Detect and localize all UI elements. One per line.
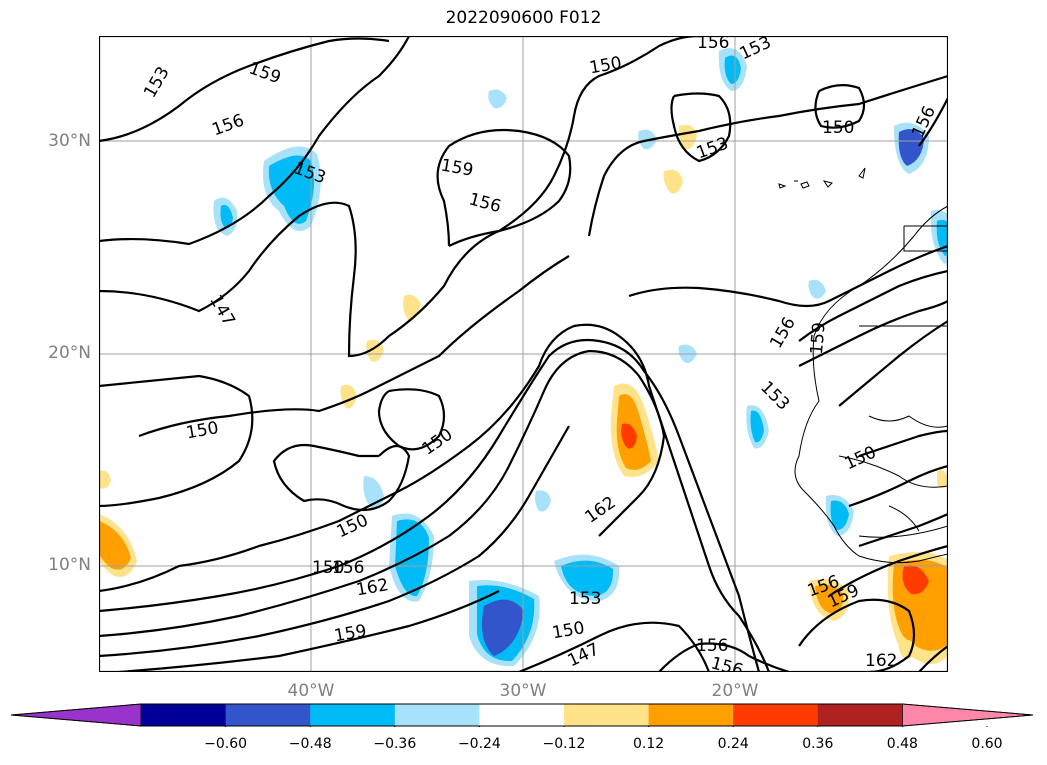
- colorbar-outline: [10, 703, 1034, 727]
- contour-label: 153: [737, 36, 775, 64]
- contour-label: 150: [334, 510, 372, 542]
- contour-label: 153: [140, 63, 174, 101]
- colorbar-segment: [648, 704, 734, 726]
- contour-label: 159: [807, 321, 830, 355]
- coastlines: [778, 167, 948, 564]
- contour-label: 159: [439, 156, 474, 181]
- contour-label: 150: [822, 118, 854, 138]
- lon-label-30w: 30°W: [499, 681, 547, 701]
- colorbar-segment: [141, 704, 227, 726]
- contour-label: 156: [467, 189, 504, 217]
- contour-label: 153: [569, 589, 601, 609]
- contour-label: 153: [756, 377, 793, 414]
- colorbar-segment: [394, 704, 480, 726]
- map-title: 2022090600 F012: [445, 8, 602, 28]
- colorbar-tick-label: 0.12: [633, 736, 665, 752]
- colorbar-tick-label: −0.48: [288, 736, 332, 752]
- colorbar-tick-label: 0.24: [717, 736, 749, 752]
- contour-label: 150: [185, 418, 220, 443]
- contour-label: 150: [419, 425, 457, 460]
- colorbar-tick-label: 0.36: [802, 736, 834, 752]
- contour-label: 156: [697, 36, 729, 53]
- contour-label: 159: [246, 58, 283, 88]
- colorbar-segment: [479, 704, 565, 726]
- map-frame: [99, 36, 948, 672]
- lon-label-40w: 40°W: [287, 681, 335, 701]
- lat-label-10n: 10°N: [48, 555, 91, 575]
- contour-label: 150: [588, 53, 623, 78]
- contour-label: 162: [355, 575, 390, 600]
- colorbar-tick-label: −0.12: [542, 736, 586, 752]
- colorbar-segment: [310, 704, 396, 726]
- contour-label: 150: [551, 618, 586, 643]
- contour-label: 156: [766, 314, 800, 352]
- contour-label: 153: [694, 134, 731, 164]
- lat-label-20n: 20°N: [48, 343, 91, 363]
- colorbar-tick-label: −0.36: [373, 736, 417, 752]
- colorbar-tick-label: 0.60: [971, 736, 1003, 752]
- map-panel: 153 159 156 153 156 153 150 156 159 156 …: [99, 36, 948, 672]
- contour-label: 156: [210, 110, 247, 140]
- lon-label-20w: 20°W: [711, 681, 759, 701]
- height-contours: [99, 36, 948, 672]
- contour-label: 156: [709, 653, 746, 672]
- contour-label: 159: [333, 621, 368, 646]
- shaded-anomalies: [99, 48, 948, 667]
- contour-label: 150: [842, 442, 880, 474]
- colorbar-segment: [564, 704, 650, 726]
- contour-label: 150: [312, 558, 344, 578]
- lat-label-30n: 30°N: [48, 131, 91, 151]
- contour-label: 156: [696, 636, 728, 656]
- colorbar-segment: [817, 704, 903, 726]
- colorbar-segment: [225, 704, 311, 726]
- contour-label: 147: [565, 639, 603, 671]
- contour-label: 147: [205, 292, 239, 330]
- contour-label: 156: [332, 558, 364, 578]
- colorbar: [10, 703, 1034, 727]
- colorbar-extend-max: [902, 703, 1034, 727]
- colorbar-extend-min: [10, 703, 142, 727]
- colorbar-segment: [733, 704, 819, 726]
- map-gridlines: [99, 36, 948, 672]
- colorbar-tick-label: −0.24: [457, 736, 501, 752]
- colorbar-tick-label: −0.60: [204, 736, 248, 752]
- colorbar-tick-label: 0.48: [886, 736, 918, 752]
- contour-label: 162: [865, 651, 897, 671]
